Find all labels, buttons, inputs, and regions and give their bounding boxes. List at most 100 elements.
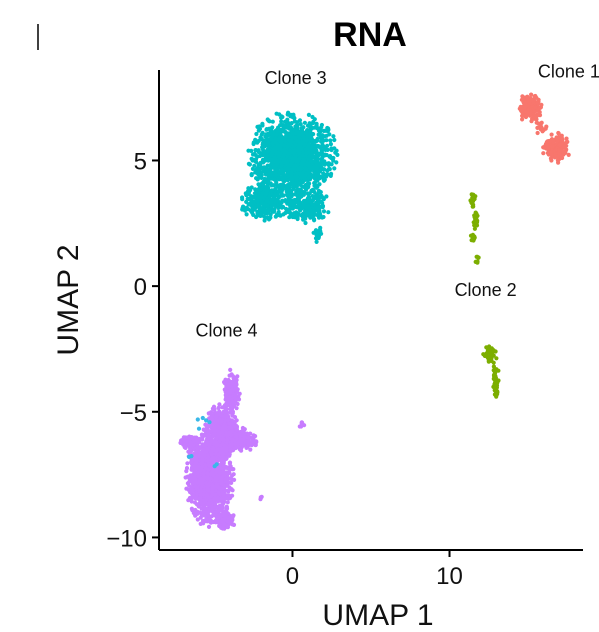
data-point <box>227 373 232 378</box>
data-point <box>266 208 271 213</box>
data-point <box>226 515 231 520</box>
data-point <box>210 446 215 451</box>
data-point <box>234 428 239 433</box>
data-point <box>230 387 235 393</box>
data-point <box>215 452 220 457</box>
data-point <box>210 505 216 510</box>
data-point <box>312 125 317 130</box>
data-point <box>313 236 319 241</box>
data-point <box>210 416 215 422</box>
data-point <box>226 489 231 494</box>
data-point <box>205 447 210 452</box>
data-point <box>326 210 331 215</box>
data-point <box>226 480 231 485</box>
data-point <box>493 368 498 373</box>
data-point <box>315 229 320 235</box>
data-point <box>215 434 220 439</box>
series-4-cluster-6 <box>213 509 237 531</box>
data-point <box>318 225 323 230</box>
data-point <box>301 173 306 178</box>
data-point <box>262 150 267 155</box>
data-point <box>270 119 275 124</box>
data-point <box>321 159 326 164</box>
data-point <box>218 412 223 417</box>
data-point <box>230 437 235 442</box>
data-point <box>235 441 240 446</box>
data-point <box>226 432 231 438</box>
data-point <box>206 524 212 530</box>
data-point <box>491 360 496 365</box>
data-point <box>285 112 290 117</box>
data-point <box>489 354 494 359</box>
data-point <box>244 212 249 217</box>
data-point <box>315 150 320 155</box>
data-point <box>203 466 208 471</box>
data-point <box>221 471 226 476</box>
data-point <box>541 151 546 156</box>
data-point <box>315 156 321 161</box>
data-point <box>279 184 284 189</box>
data-point <box>314 164 319 169</box>
data-point <box>181 437 187 442</box>
data-point <box>284 134 289 139</box>
data-point <box>302 120 307 125</box>
data-point <box>273 147 278 152</box>
series-2-points <box>468 192 501 399</box>
series-1-cluster-1 <box>517 92 544 124</box>
data-point <box>231 375 237 380</box>
data-point <box>488 350 493 355</box>
data-point <box>324 138 329 143</box>
data-point <box>278 203 283 208</box>
data-point <box>219 497 224 502</box>
series-1-cluster-3 <box>534 120 549 136</box>
data-point <box>195 417 200 422</box>
data-point <box>212 477 218 483</box>
data-point <box>304 171 309 176</box>
data-point <box>519 108 524 113</box>
data-point <box>293 142 298 147</box>
data-point <box>263 203 268 209</box>
data-point <box>321 128 326 133</box>
data-point <box>186 454 192 459</box>
data-point <box>560 149 566 154</box>
data-point <box>255 199 260 204</box>
data-point <box>472 196 477 201</box>
data-point <box>248 202 253 207</box>
data-point <box>297 147 302 153</box>
data-point <box>491 348 496 353</box>
series-1-points <box>517 92 571 165</box>
data-point <box>222 403 228 408</box>
data-point <box>262 140 268 146</box>
data-point <box>539 102 544 107</box>
data-point <box>187 436 192 441</box>
data-point <box>482 353 487 358</box>
data-point <box>310 132 315 137</box>
data-point <box>287 182 292 187</box>
data-point <box>207 420 212 425</box>
data-point <box>304 187 309 192</box>
data-point <box>264 165 269 170</box>
data-point <box>554 154 559 159</box>
data-point <box>286 142 291 147</box>
data-point <box>199 506 204 511</box>
data-point <box>262 218 267 223</box>
data-point <box>203 506 208 511</box>
data-point <box>209 410 214 415</box>
data-point <box>190 457 195 462</box>
data-point <box>197 466 202 471</box>
data-point <box>184 486 189 491</box>
data-point <box>302 137 307 142</box>
data-point <box>528 98 534 103</box>
data-point <box>335 152 340 157</box>
data-point <box>334 160 339 165</box>
data-point <box>324 152 329 158</box>
data-point <box>266 140 271 145</box>
data-point <box>303 220 308 226</box>
data-point <box>222 423 227 429</box>
data-point <box>224 465 229 470</box>
data-point <box>494 356 499 361</box>
data-point <box>185 461 190 466</box>
data-point <box>270 151 275 156</box>
chart-title: RNA <box>333 16 407 54</box>
data-point <box>216 405 221 411</box>
